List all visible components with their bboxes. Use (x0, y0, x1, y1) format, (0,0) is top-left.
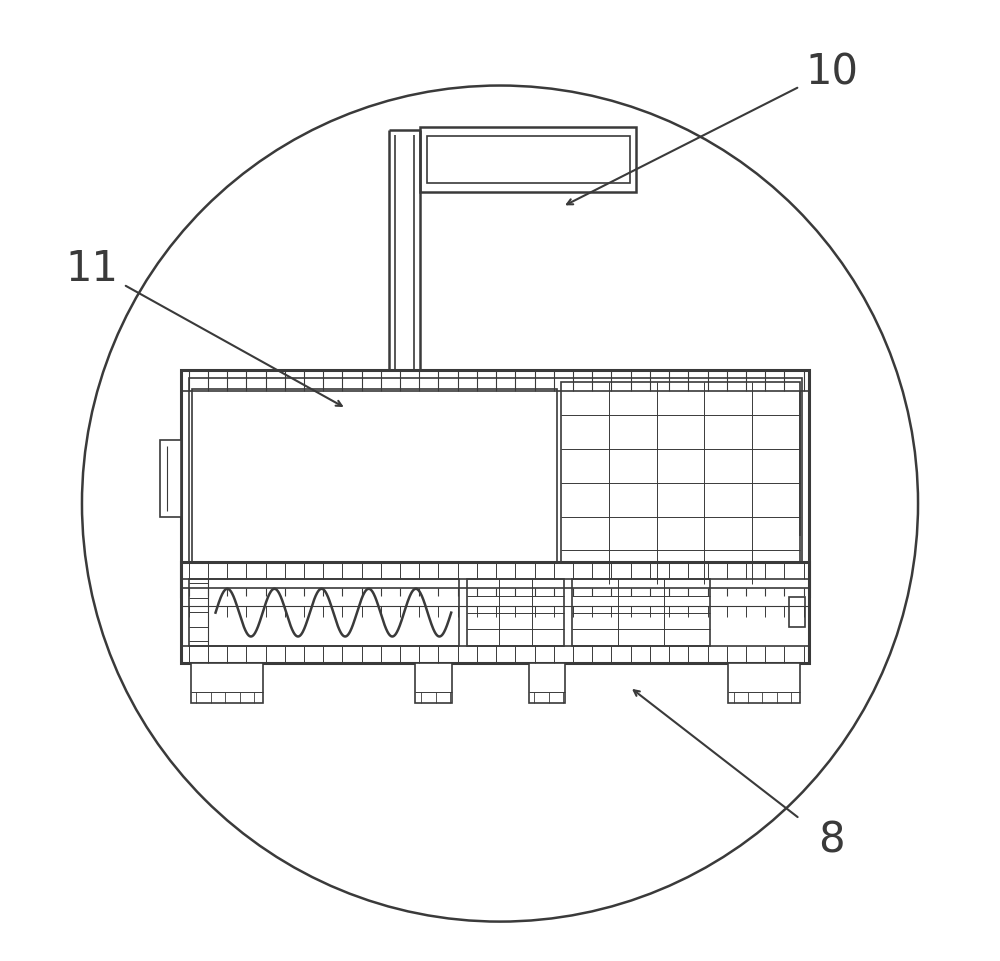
Bar (181, 596, 809, 617)
Bar (527, 617, 567, 655)
Bar (191, 663, 263, 703)
Text: 11: 11 (65, 248, 118, 290)
Text: 8: 8 (818, 820, 845, 862)
Bar (160, 440, 181, 517)
Bar (728, 663, 800, 703)
Bar (427, 136, 630, 183)
Bar (789, 598, 805, 628)
Bar (572, 579, 710, 646)
Bar (529, 663, 565, 703)
Bar (467, 579, 564, 646)
Bar (189, 378, 802, 588)
Bar (192, 389, 557, 570)
Bar (420, 127, 636, 192)
Bar (561, 382, 800, 584)
Bar (413, 617, 454, 655)
Bar (181, 370, 809, 596)
Text: 10: 10 (805, 51, 858, 93)
Bar (181, 562, 809, 663)
Bar (189, 579, 459, 646)
Bar (415, 663, 452, 703)
